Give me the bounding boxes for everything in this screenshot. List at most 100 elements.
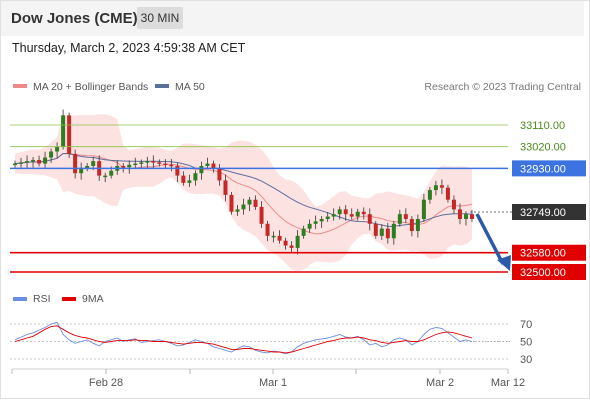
candle-body [355,211,360,217]
candle-body [253,199,258,207]
candle-body [19,162,24,164]
candle-body [25,161,30,163]
candle-body [469,214,474,219]
candle-body [379,228,384,236]
r1-label: 33020.00 [520,142,566,154]
bollinger-band [15,114,472,272]
candle-body [181,175,186,183]
candle-body [205,163,210,166]
candle-body [451,199,456,210]
forecast-arrow-shaft [475,213,505,265]
ma50-legend-label: MA 50 [175,81,205,93]
candle-body [211,163,216,169]
candle-body [373,223,378,236]
s1-label: 32580.00 [520,248,566,260]
candle-body [433,185,438,191]
header-bar: Dow Jones (CME) 30 MIN [0,0,584,36]
candle-body [367,214,372,224]
r2-label: 33110.00 [520,120,565,132]
copyright-text: Research © 2023 Trading Central [424,81,581,93]
candle-body [67,115,72,154]
x-tick-label: Mar 2 [426,377,454,389]
candle-body [73,153,78,174]
candle-body [103,175,108,178]
candle-body [337,209,342,215]
candle-body [295,235,300,248]
x-tick-label: Mar 1 [259,377,287,389]
rsi-ma-line [14,325,473,354]
last-price-label: 32749.00 [520,207,566,219]
pivot-label-box [512,160,586,177]
candle-body [415,218,420,232]
s1-label-box [512,244,586,261]
s2-label-box [512,264,586,280]
candle-body [385,228,390,239]
x-tick-label: Feb 28 [89,377,123,389]
candle-body [289,245,294,248]
ma20-legend-swatch [13,84,27,88]
rsi-tick-label: 30 [520,354,532,366]
candle-body [133,163,138,166]
candle-body [265,223,270,236]
rsi-ma-legend-swatch [62,297,76,301]
rsi-tick-label: 70 [520,319,532,331]
candle-body [439,185,444,188]
candle-body [229,194,234,212]
timestamp: Thursday, March 2, 2023 4:59:38 AM CET [12,41,246,55]
rsi-ma-legend-label: 9MA [82,293,104,305]
rsi-legend-label: RSI [33,293,51,305]
candle-body [391,223,396,239]
candle-body [49,151,54,158]
candle-body [193,173,198,181]
candle-body [121,165,126,168]
candle-body [283,240,288,246]
candle-body [241,204,246,210]
candle-body [43,157,48,164]
candle-body [175,165,180,176]
timeframe-button[interactable]: 30 MIN [137,7,183,29]
instrument-title: Dow Jones (CME) [11,10,138,27]
candle-body [157,162,162,164]
candle-body [85,165,90,169]
candle-body [199,165,204,174]
candle-body [325,216,330,219]
candle-body [403,214,408,219]
rsi-tick-label: 50 [520,337,532,349]
candle-body [223,180,228,195]
candle-body [313,221,318,224]
candle-body [331,214,336,217]
pivot-label: 32930.00 [520,163,566,175]
candle-body [271,235,276,238]
forecast-arrow-head [497,255,511,271]
candle-body [409,218,414,232]
candle-body [31,159,36,162]
candle-body [55,146,60,152]
candle-body [349,214,354,217]
candle-body [397,214,402,224]
candle-body [169,164,174,167]
candle-body [463,214,468,219]
candle-body [247,199,252,205]
candle-body [127,164,132,168]
candle-body [109,170,114,176]
ma20-legend-label: MA 20 + Bollinger Bands [33,81,148,93]
candle-body [277,235,282,241]
ma20-line [14,152,473,235]
candle-body [139,162,144,164]
candle-body [91,161,96,166]
candle-body [343,209,348,215]
candle-body [445,187,450,200]
s2-label: 32500.00 [520,267,566,279]
ma50-legend-swatch [155,84,169,88]
candle-body [319,218,324,222]
rsi-legend-swatch [13,297,27,301]
candle-body [301,228,306,236]
candle-body [13,163,18,166]
candle-body [37,159,42,164]
rsi-line [14,321,473,355]
candle-body [61,115,66,147]
candle-body [457,209,462,219]
candle-body [79,168,84,174]
candle-body [421,199,426,219]
